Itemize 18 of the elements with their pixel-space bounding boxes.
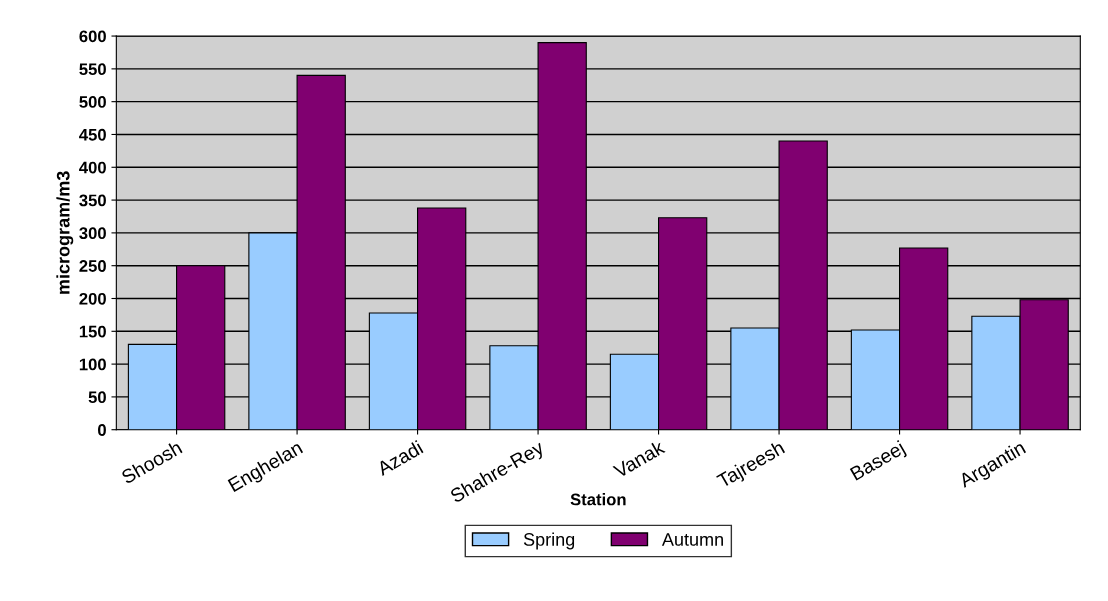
y-tick-label: 400 [79, 161, 106, 174]
y-tick-label: 500 [79, 96, 106, 108]
x-axis-title: Station [570, 493, 626, 506]
y-tick-label: 450 [79, 128, 106, 141]
x-tick-label: Vanak [612, 439, 666, 479]
y-tick-label: 550 [79, 63, 106, 76]
y-tick-label: 50 [88, 391, 106, 404]
legend-label: Spring [523, 532, 575, 550]
y-tick-label: 300 [79, 227, 106, 240]
y-tick-label: 200 [79, 292, 106, 305]
y-tick-label: 100 [79, 358, 106, 371]
y-tick-label: 0 [98, 424, 106, 436]
y-tick-label: 350 [79, 194, 106, 207]
y-tick-label: 150 [79, 325, 106, 338]
y-tick-label: 600 [79, 30, 106, 43]
y-axis-title: microgram/m3 [56, 171, 74, 294]
legend-label: Autumn [661, 533, 723, 546]
y-tick-label: 250 [79, 260, 106, 272]
